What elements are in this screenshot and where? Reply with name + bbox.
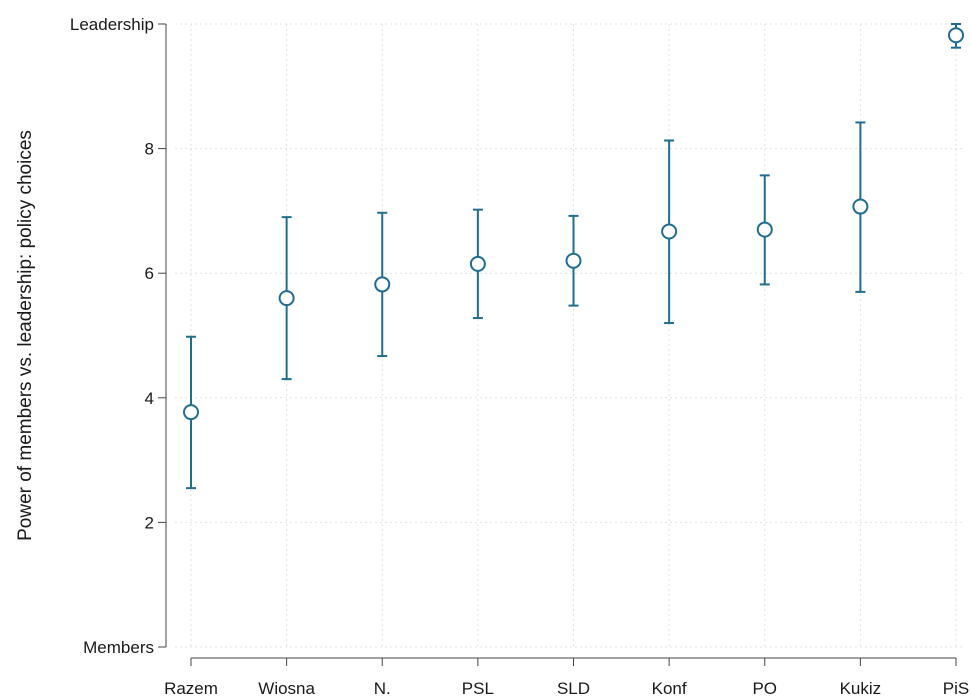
y-axis-label: Power of members vs. leadership: policy …	[15, 130, 36, 541]
x-tick-label: Kukiz	[840, 679, 882, 698]
point-marker	[852, 198, 869, 215]
y-tick-label: Members	[83, 638, 154, 657]
point-marker	[948, 27, 964, 44]
data-point-razem	[183, 335, 199, 490]
y-tick-label: 8	[145, 140, 154, 159]
point-marker	[374, 276, 391, 293]
x-tick-label: Wiosna	[258, 679, 315, 698]
x-tick-label: N.	[374, 679, 391, 698]
data-point-n	[374, 211, 391, 358]
y-ticks: Members 2 4 6 8 Leadership	[70, 15, 166, 657]
x-tick-label: PSL	[462, 679, 494, 698]
x-tick-label: SLD	[557, 679, 590, 698]
y-tick-label: 6	[145, 264, 154, 283]
point-marker	[469, 255, 486, 272]
data-point-sld	[565, 214, 582, 307]
grid	[175, 23, 963, 648]
y-tick-label: 4	[145, 389, 154, 408]
data-point-konf	[661, 139, 678, 325]
x-ticks: Razem Wiosna N. PSL SLD Konf PO Kukiz PiS	[164, 658, 969, 698]
point-marker	[565, 252, 582, 269]
point-marker	[661, 223, 678, 240]
data-point-wiosna	[278, 216, 295, 381]
marks	[183, 23, 964, 490]
data-point-po	[756, 174, 773, 286]
y-tick-label: 2	[145, 513, 154, 532]
point-marker	[183, 404, 199, 421]
point-marker	[756, 221, 773, 238]
x-tick-label: PiS	[943, 679, 969, 698]
data-point-psl	[469, 208, 486, 320]
x-tick-label: PO	[752, 679, 777, 698]
axes	[165, 24, 956, 659]
data-point-pis	[948, 23, 964, 49]
point-marker	[278, 290, 295, 307]
y-tick-label: Leadership	[70, 15, 154, 34]
x-tick-label: Konf	[652, 679, 687, 698]
data-point-kukiz	[852, 121, 869, 293]
x-tick-label: Razem	[164, 679, 218, 698]
